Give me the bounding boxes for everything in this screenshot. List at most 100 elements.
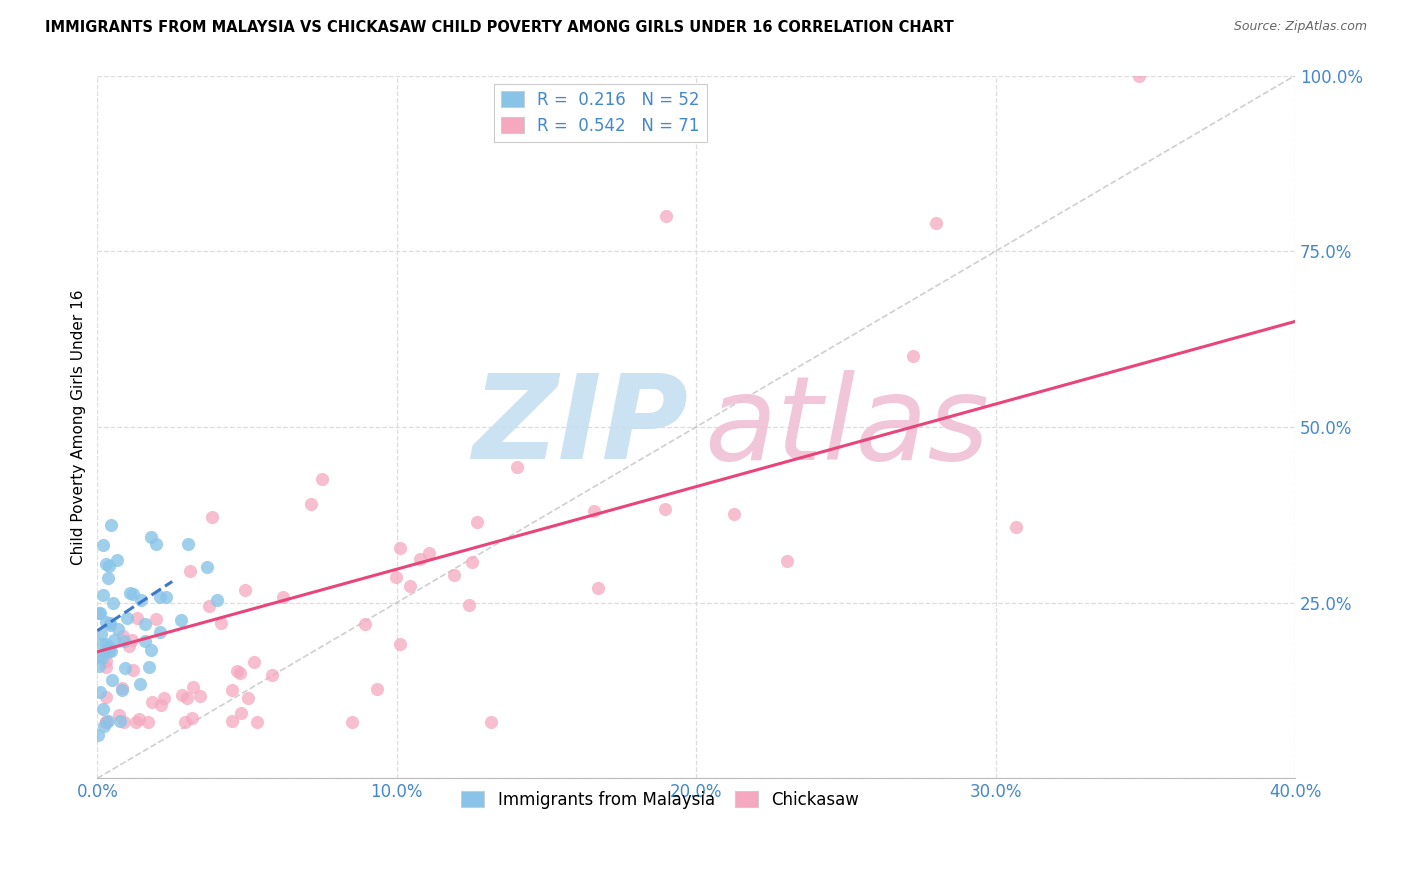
Point bbox=[103, 632, 125, 647]
Point bbox=[388, 637, 411, 651]
Point bbox=[105, 553, 128, 567]
Point bbox=[94, 638, 117, 652]
Point bbox=[149, 625, 172, 640]
Point bbox=[121, 632, 143, 647]
Point bbox=[110, 714, 132, 729]
Point bbox=[723, 507, 745, 521]
Text: IMMIGRANTS FROM MALAYSIA VS CHICKASAW CHILD POVERTY AMONG GIRLS UNDER 16 CORRELA: IMMIGRANTS FROM MALAYSIA VS CHICKASAW CH… bbox=[45, 20, 953, 35]
Point bbox=[111, 629, 134, 643]
Point bbox=[134, 634, 156, 648]
Point bbox=[91, 651, 114, 665]
Point bbox=[125, 714, 148, 729]
Point bbox=[122, 587, 145, 601]
Point bbox=[118, 586, 141, 600]
Point bbox=[121, 663, 143, 677]
Point bbox=[457, 598, 479, 612]
Point bbox=[100, 673, 122, 687]
Text: ZIP: ZIP bbox=[472, 369, 688, 484]
Point bbox=[112, 714, 135, 729]
Point bbox=[384, 570, 406, 584]
Point bbox=[177, 537, 200, 551]
Legend: Immigrants from Malaysia, Chickasaw: Immigrants from Malaysia, Chickasaw bbox=[454, 784, 866, 815]
Point bbox=[141, 694, 163, 708]
Point bbox=[87, 728, 110, 742]
Point bbox=[96, 646, 118, 660]
Point bbox=[129, 593, 152, 607]
Point bbox=[93, 719, 115, 733]
Point bbox=[242, 655, 264, 669]
Point bbox=[399, 579, 422, 593]
Point bbox=[91, 588, 114, 602]
Point bbox=[138, 660, 160, 674]
Point bbox=[188, 690, 211, 704]
Point bbox=[145, 537, 167, 551]
Point bbox=[96, 660, 118, 674]
Point bbox=[150, 698, 173, 713]
Point bbox=[155, 590, 177, 604]
Point bbox=[97, 644, 120, 658]
Point bbox=[246, 714, 269, 729]
Point bbox=[776, 554, 799, 568]
Point bbox=[87, 648, 110, 663]
Point bbox=[96, 714, 118, 729]
Point bbox=[342, 714, 364, 729]
Point bbox=[655, 209, 678, 223]
Point bbox=[90, 627, 112, 641]
Point bbox=[271, 590, 294, 604]
Point bbox=[236, 690, 259, 705]
Point bbox=[101, 596, 124, 610]
Point bbox=[100, 644, 122, 658]
Point bbox=[479, 714, 502, 729]
Point bbox=[111, 682, 134, 697]
Point bbox=[94, 615, 117, 629]
Point bbox=[87, 659, 110, 673]
Point bbox=[87, 606, 110, 620]
Point bbox=[96, 690, 118, 704]
Point bbox=[98, 640, 121, 655]
Point bbox=[108, 708, 131, 723]
Point bbox=[586, 582, 609, 596]
Y-axis label: Child Poverty Among Girls Under 16: Child Poverty Among Girls Under 16 bbox=[72, 289, 86, 565]
Point bbox=[221, 682, 243, 697]
Point bbox=[925, 216, 948, 230]
Point bbox=[91, 538, 114, 552]
Point bbox=[141, 531, 163, 545]
Point bbox=[93, 702, 115, 716]
Point bbox=[115, 611, 138, 625]
Point bbox=[94, 557, 117, 571]
Point bbox=[98, 616, 121, 631]
Point bbox=[465, 516, 488, 530]
Point bbox=[96, 714, 118, 729]
Point bbox=[225, 664, 247, 678]
Point bbox=[170, 689, 193, 703]
Point bbox=[221, 714, 243, 728]
Point bbox=[153, 691, 176, 706]
Point bbox=[173, 714, 195, 729]
Text: Source: ZipAtlas.com: Source: ZipAtlas.com bbox=[1233, 20, 1367, 33]
Point bbox=[582, 504, 605, 518]
Point bbox=[112, 633, 135, 648]
Point bbox=[461, 555, 484, 569]
Point bbox=[145, 612, 167, 626]
Point bbox=[443, 567, 465, 582]
Point bbox=[205, 593, 228, 607]
Point bbox=[97, 714, 120, 729]
Text: atlas: atlas bbox=[704, 370, 990, 483]
Point bbox=[1004, 520, 1026, 534]
Point bbox=[389, 541, 412, 555]
Point bbox=[299, 497, 322, 511]
Point bbox=[129, 677, 152, 691]
Point bbox=[1128, 69, 1150, 83]
Point bbox=[90, 637, 112, 651]
Point bbox=[179, 564, 201, 578]
Point bbox=[229, 706, 252, 721]
Point bbox=[176, 690, 198, 705]
Point bbox=[128, 712, 150, 726]
Point bbox=[233, 582, 256, 597]
Point bbox=[100, 518, 122, 533]
Point bbox=[201, 509, 224, 524]
Point bbox=[170, 613, 193, 627]
Point bbox=[139, 643, 162, 657]
Point bbox=[127, 611, 149, 625]
Point bbox=[353, 616, 375, 631]
